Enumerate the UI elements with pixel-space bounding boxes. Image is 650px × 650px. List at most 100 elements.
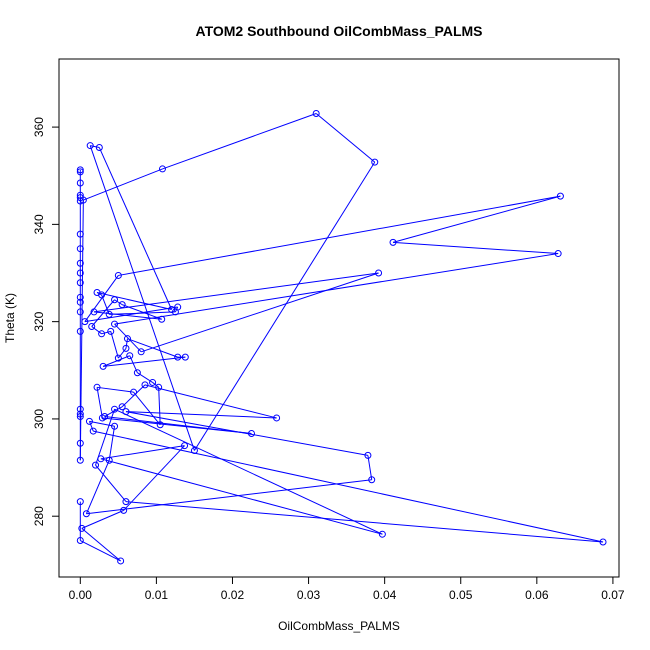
data-point	[141, 381, 149, 389]
data-point	[89, 427, 97, 435]
data-point	[158, 315, 166, 323]
series-segment	[121, 384, 146, 408]
series-segment	[110, 331, 119, 359]
series-segment	[96, 291, 172, 310]
data-point	[126, 352, 134, 360]
x-tick-label: 0.00	[69, 588, 93, 602]
series-segment	[96, 386, 134, 393]
data-point	[76, 308, 84, 316]
series-segment	[100, 445, 185, 460]
data-point	[111, 422, 119, 430]
data-point	[86, 142, 94, 150]
data-point	[114, 354, 122, 362]
series-segment	[141, 272, 379, 353]
data-point	[92, 461, 100, 469]
y-tick-label: 320	[32, 311, 46, 331]
data-point	[364, 451, 372, 459]
data-point	[76, 439, 84, 447]
series-segment	[114, 408, 383, 535]
data-point	[155, 383, 163, 391]
y-axis: 280 300 320 340 360	[32, 117, 60, 526]
data-point	[76, 166, 84, 174]
series-segment	[103, 356, 186, 367]
data-point	[76, 456, 84, 464]
data-point	[93, 383, 101, 391]
data-point	[76, 269, 84, 277]
data-point	[101, 412, 109, 420]
series-segment	[81, 527, 121, 562]
data-point	[99, 362, 107, 370]
data-point	[95, 144, 103, 152]
x-tick-label: 0.03	[297, 588, 321, 602]
series-segment	[121, 304, 162, 320]
series-segment	[95, 409, 116, 466]
data-point	[158, 165, 166, 173]
series-segment	[114, 299, 123, 306]
data-point	[76, 293, 84, 301]
series-segment	[95, 464, 127, 502]
data-point	[181, 442, 189, 450]
data-point	[82, 510, 90, 518]
data-point	[97, 455, 105, 463]
series-segment	[133, 391, 161, 426]
x-tick-label: 0.01	[145, 588, 169, 602]
series-segment	[117, 348, 127, 359]
data-point	[137, 348, 145, 356]
series-segment	[93, 430, 604, 543]
series-segment	[85, 460, 110, 514]
data-point	[312, 109, 320, 117]
data-point	[76, 298, 84, 306]
data-point	[133, 369, 141, 377]
data-point	[556, 192, 564, 200]
series-segment	[86, 479, 372, 515]
series-segment	[100, 458, 383, 535]
data-point	[78, 524, 86, 532]
data-point	[79, 196, 87, 204]
series-segment	[127, 338, 178, 358]
data-point	[368, 476, 376, 484]
series-segment	[89, 145, 195, 451]
series-segment	[392, 241, 559, 255]
data-point	[90, 308, 98, 316]
series-segment	[109, 311, 176, 315]
x-tick-label: 0.07	[601, 588, 625, 602]
data-point	[123, 335, 131, 343]
data-point	[122, 408, 130, 416]
series-segment	[84, 275, 119, 322]
data-point	[149, 378, 157, 386]
data-point	[88, 323, 96, 331]
series-segment	[91, 326, 102, 335]
data-point	[375, 269, 383, 277]
data-point	[371, 158, 379, 166]
data-point	[105, 310, 113, 318]
series-lines	[79, 113, 604, 562]
data-point	[81, 318, 89, 326]
data-point	[107, 327, 115, 335]
data-point	[111, 296, 119, 304]
data-point	[248, 430, 255, 438]
x-tick-label: 0.02	[221, 588, 245, 602]
series-segment	[125, 411, 277, 419]
series-segment	[125, 501, 604, 543]
series-segment	[392, 195, 561, 243]
series-segment	[84, 306, 178, 323]
series-segment	[144, 384, 277, 419]
x-tick-label: 0.04	[373, 588, 397, 602]
data-point	[76, 197, 84, 205]
data-point	[122, 344, 130, 352]
data-point	[98, 330, 106, 338]
data-point	[76, 230, 84, 238]
data-point	[105, 456, 113, 464]
series-segment	[125, 411, 369, 456]
series-segment	[83, 168, 163, 201]
x-tick-label: 0.06	[525, 588, 549, 602]
series-segment	[114, 323, 142, 353]
data-point	[76, 168, 84, 176]
y-axis-label: Theta (K)	[3, 293, 17, 343]
chart-title: ATOM2 Southbound OilCombMass_PALMS	[196, 23, 483, 39]
data-point	[111, 405, 119, 413]
data-point	[76, 245, 84, 253]
series-segment	[114, 253, 559, 325]
plot-frame	[58, 58, 620, 578]
y-tick-label: 280	[32, 506, 46, 526]
